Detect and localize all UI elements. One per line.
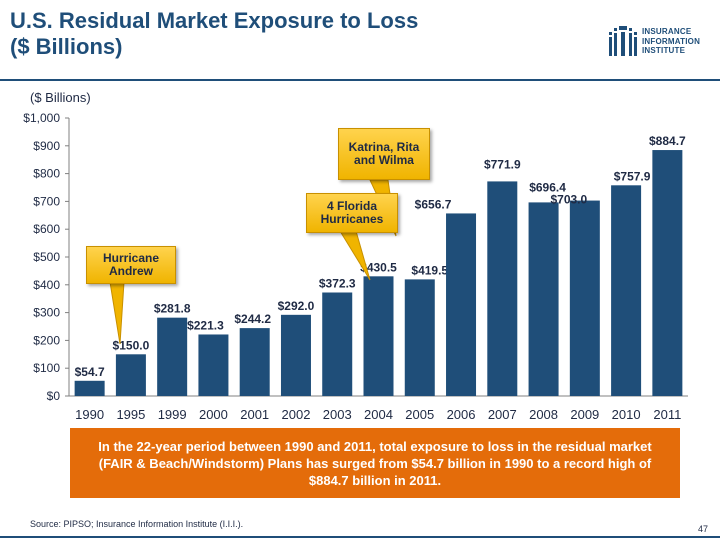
- data-label-2005: $419.5: [411, 263, 448, 277]
- callout-katrina-rita-wilma: Katrina, Rita and Wilma: [338, 128, 430, 180]
- data-label-2008: $696.4: [529, 180, 566, 194]
- logo-line-3: INSTITUTE: [642, 46, 686, 55]
- x-tick-label-1990: 1990: [75, 407, 104, 422]
- bar-1999: [157, 317, 188, 396]
- y-tick-label: $300: [33, 306, 60, 320]
- x-tick-label-2004: 2004: [364, 407, 393, 422]
- callout-hurricane-andrew: Hurricane Andrew: [86, 246, 176, 284]
- bar-1995: [115, 354, 146, 396]
- title-line-2: ($ Billions): [10, 34, 123, 59]
- callout-pointer-hurricane-andrew: [109, 281, 125, 345]
- data-label-2010: $757.9: [614, 169, 651, 183]
- x-tick-label-2001: 2001: [240, 407, 269, 422]
- callout-katrina-rita-wilma-text: Katrina, Rita and Wilma: [348, 140, 420, 167]
- y-tick-label: $1,000: [23, 111, 60, 125]
- logo-line-2: INFORMATION: [642, 36, 701, 46]
- callout-pointer-4-florida-hurricanes: [339, 230, 371, 281]
- title-line-1: U.S. Residual Market Exposure to Loss: [10, 8, 419, 33]
- x-tick-label-2000: 2000: [199, 407, 228, 422]
- callout-4-florida-hurricanes: 4 Florida Hurricanes: [306, 193, 398, 233]
- data-label-2002: $292.0: [278, 299, 315, 313]
- unit-label: ($ Billions): [30, 90, 91, 105]
- bar-2006: [446, 213, 477, 396]
- data-label-2009: $703.0: [550, 193, 587, 207]
- x-tick-label-1999: 1999: [158, 407, 187, 422]
- y-tick-label: $200: [33, 333, 60, 347]
- bar-2008: [528, 202, 559, 396]
- y-tick-label: $500: [33, 250, 60, 264]
- x-tick-label-2010: 2010: [612, 407, 641, 422]
- x-tick-label-2011: 2011: [653, 407, 681, 422]
- data-label-1999: $281.8: [154, 302, 191, 316]
- data-label-1995: $150.0: [113, 338, 150, 352]
- bar-2007: [487, 181, 518, 396]
- bar-2000: [198, 334, 229, 396]
- summary-note: In the 22-year period between 1990 and 2…: [70, 428, 680, 498]
- page-number: 47: [698, 524, 709, 534]
- x-tick-label-2008: 2008: [529, 407, 558, 422]
- y-tick-label: $700: [33, 194, 60, 208]
- x-tick-label-2009: 2009: [570, 407, 599, 422]
- data-label-2000: $221.3: [187, 318, 224, 332]
- bar-2010: [611, 185, 642, 396]
- x-tick-label-2006: 2006: [447, 407, 476, 422]
- bar-chart: $0 $100 $200 $300 $400 $500 $600 $700 $800 $900 $1…: [23, 111, 688, 422]
- bar-2001: [239, 328, 270, 396]
- bar-2009: [569, 200, 600, 396]
- callout-4-florida-hurricanes-text: 4 Florida Hurricanes: [320, 199, 384, 226]
- bar-2005: [404, 279, 435, 396]
- bar-1990: [74, 380, 105, 396]
- data-label-2003: $372.3: [319, 277, 356, 291]
- data-label-2001: $244.2: [234, 312, 271, 326]
- bar-2004: [363, 276, 394, 396]
- logo-text: INSURANCE INFORMATION INSTITUTE: [642, 27, 700, 56]
- x-tick-label-2007: 2007: [488, 407, 517, 422]
- y-tick-label: $800: [33, 167, 60, 181]
- data-label-2011: $884.7: [649, 134, 686, 148]
- data-label-2006: $656.7: [415, 197, 452, 211]
- source-text: Source: PIPSO; Insurance Information Ins…: [30, 519, 244, 529]
- x-tick-label-2003: 2003: [323, 407, 352, 422]
- data-label-1990: $54.7: [75, 365, 105, 379]
- page-title: U.S. Residual Market Exposure to Loss ($…: [10, 8, 570, 60]
- iii-logo-icon: [609, 26, 637, 56]
- y-tick-label: $400: [33, 278, 60, 292]
- footer-divider: [0, 536, 720, 538]
- callout-hurricane-andrew-text: Hurricane Andrew: [102, 251, 160, 278]
- bar-2011: [652, 150, 683, 396]
- y-tick-label: $600: [33, 222, 60, 236]
- y-tick-label: $0: [47, 389, 61, 403]
- bar-2003: [322, 292, 353, 396]
- data-label-2007: $771.9: [484, 157, 521, 171]
- iii-logo: INSURANCE INFORMATION INSTITUTE: [608, 24, 708, 64]
- y-tick-label: $100: [33, 361, 60, 375]
- x-tick-label-2002: 2002: [282, 407, 311, 422]
- header-divider: [0, 79, 720, 81]
- data-label-2004: $430.5: [360, 260, 397, 274]
- x-tick-label-1995: 1995: [116, 407, 145, 422]
- logo-line-1: INSURANCE: [642, 27, 692, 36]
- y-tick-label: $900: [33, 139, 60, 153]
- x-tick-label-2005: 2005: [405, 407, 434, 422]
- bar-2002: [280, 314, 311, 396]
